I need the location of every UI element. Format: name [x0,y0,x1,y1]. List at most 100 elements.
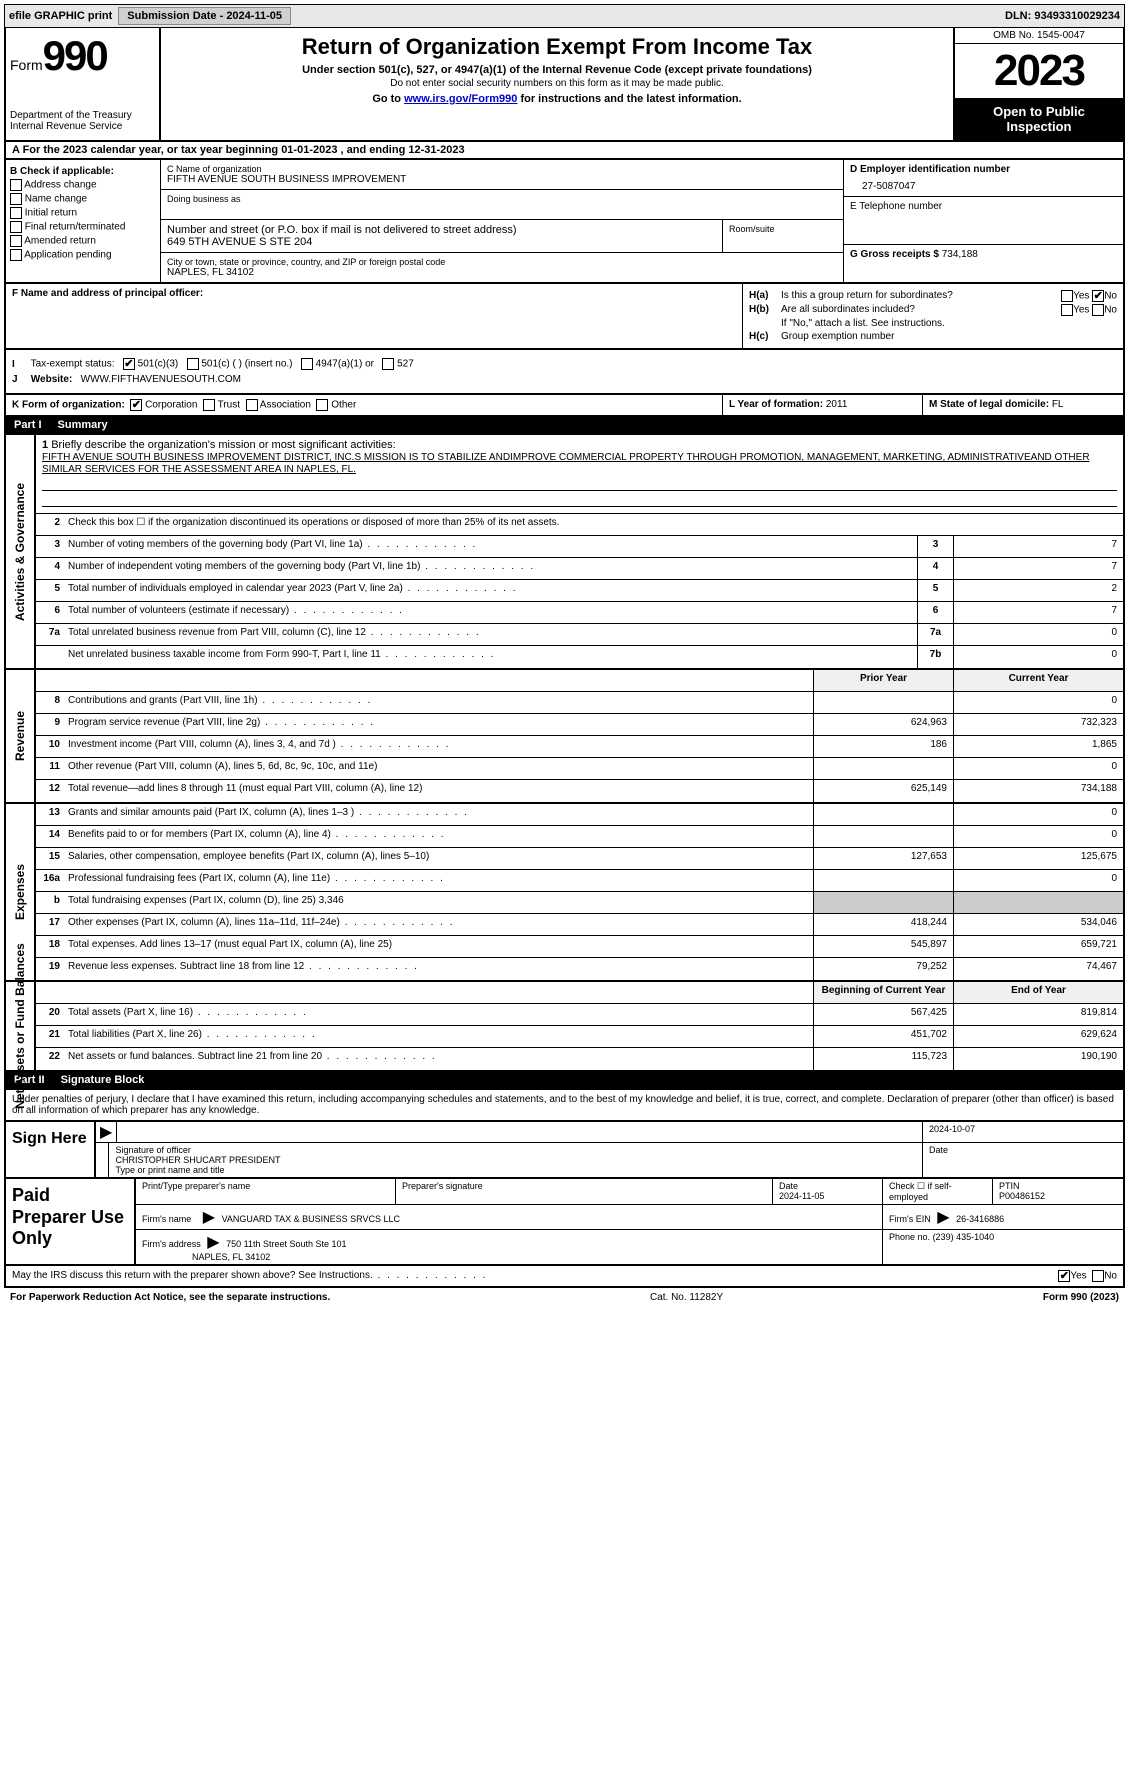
form-title: Return of Organization Exempt From Incom… [171,34,943,60]
addr-label: Number and street (or P.O. box if mail i… [167,224,716,236]
line6: Total number of volunteers (estimate if … [64,602,917,623]
sig-officer-label: Signature of officer [115,1145,916,1155]
check-self-employed[interactable]: Check ☐ if self-employed [883,1179,993,1204]
sign-here-label: Sign Here [6,1122,96,1177]
firm-city: NAPLES, FL 34102 [192,1252,270,1262]
activities-governance: Activities & Governance 1 Briefly descri… [4,435,1125,670]
chk-association[interactable] [246,399,258,411]
discuss-yes[interactable]: ✔Yes [1058,1270,1086,1282]
sig-date: 2024-10-07 [923,1122,1123,1142]
gross-label: G Gross receipts $ [850,249,939,260]
mission-label: Briefly describe the organization's miss… [51,439,395,451]
box-b-label: B Check if applicable: [10,166,156,177]
tax-year: 2023 [955,44,1123,98]
hb-text: Are all subordinates included? [781,304,1061,316]
hc-text: Group exemption number [781,331,1117,342]
sig-type-label: Type or print name and title [115,1165,916,1175]
mission-text: FIFTH AVENUE SOUTH BUSINESS IMPROVEMENT … [42,452,1090,475]
page-footer: For Paperwork Reduction Act Notice, see … [4,1288,1125,1307]
chk-corporation[interactable]: ✔ [130,399,142,411]
line11: Other revenue (Part VIII, column (A), li… [64,758,813,779]
prep-sig-label: Preparer's signature [396,1179,773,1204]
line8: Contributions and grants (Part VIII, lin… [64,692,813,713]
ha-yes[interactable]: Yes ✔No [1061,290,1117,302]
discuss-no[interactable]: No [1092,1270,1117,1282]
gross-value: 734,188 [942,249,978,260]
side-activities: Activities & Governance [13,482,27,620]
line19: Revenue less expenses. Subtract line 18 … [64,958,813,980]
prep-date: 2024-11-05 [779,1191,824,1201]
discuss-text: May the IRS discuss this return with the… [12,1270,1058,1282]
line17: Other expenses (Part IX, column (A), lin… [64,914,813,935]
form-number: Form990 [10,32,155,80]
form-subtitle: Under section 501(c), 527, or 4947(a)(1)… [171,64,943,76]
footer-left: For Paperwork Reduction Act Notice, see … [10,1292,330,1303]
line21: Total liabilities (Part X, line 26) [64,1026,813,1047]
chk-final-return[interactable]: Final return/terminated [10,221,156,233]
efile-label: efile GRAPHIC print [9,10,112,22]
line20: Total assets (Part X, line 16) [64,1004,813,1025]
website-value: WWW.FIFTHAVENUESOUTH.COM [81,374,241,385]
dln-label: DLN: 93493310029234 [1005,10,1120,22]
footer-right: Form 990 (2023) [1043,1292,1119,1303]
chk-trust[interactable] [203,399,215,411]
tel-label: E Telephone number [850,201,1117,212]
sign-here-block: Sign Here ▶ 2024-10-07 Signature of offi… [4,1122,1125,1179]
line13: Grants and similar amounts paid (Part IX… [64,804,813,825]
ein-value: 27-5087047 [850,175,1117,192]
block-ij: I Tax-exempt status: ✔ 501(c)(3) 501(c) … [4,350,1125,395]
line15: Salaries, other compensation, employee b… [64,848,813,869]
discuss-line: May the IRS discuss this return with the… [4,1266,1125,1288]
side-expenses: Expenses [13,864,27,920]
chk-501c3[interactable]: ✔ [123,358,135,370]
paid-preparer-block: Paid Preparer Use Only Print/Type prepar… [4,1179,1125,1266]
chk-amended-return[interactable]: Amended return [10,235,156,247]
goto-line: Go to www.irs.gov/Form990 for instructio… [171,93,943,105]
chk-address-change[interactable]: Address change [10,179,156,191]
line16a: Professional fundraising fees (Part IX, … [64,870,813,891]
chk-name-change[interactable]: Name change [10,193,156,205]
form-subtitle2: Do not enter social security numbers on … [171,78,943,89]
sig-intro: Under penalties of perjury, I declare th… [4,1090,1125,1122]
side-revenue: Revenue [13,711,27,761]
line4: Number of independent voting members of … [64,558,917,579]
line22: Net assets or fund balances. Subtract li… [64,1048,813,1070]
firm-name: VANGUARD TAX & BUSINESS SRVCS LLC [222,1214,400,1224]
addr-value: 649 5TH AVENUE S STE 204 [167,236,716,248]
chk-4947[interactable] [301,358,313,370]
chk-527[interactable] [382,358,394,370]
website-label: Website: [31,374,73,385]
chk-initial-return[interactable]: Initial return [10,207,156,219]
box-l-label: L Year of formation: [729,399,823,410]
form-header: Form990 Department of the Treasury Inter… [4,28,1125,142]
box-m-label: M State of legal domicile: [929,399,1049,410]
chk-application-pending[interactable]: Application pending [10,249,156,261]
chk-other[interactable] [316,399,328,411]
arrow-icon: ▶ [96,1122,117,1142]
state-domicile: FL [1052,399,1064,410]
irs-link[interactable]: www.irs.gov/Form990 [404,93,517,105]
side-netassets: Net Assets or Fund Balances [13,943,27,1109]
sig-officer-name: CHRISTOPHER SHUCART PRESIDENT [115,1155,916,1165]
firm-phone: (239) 435-1040 [933,1232,995,1242]
block-f: F Name and address of principal officer:… [4,284,1125,350]
hb-yes[interactable]: Yes No [1061,304,1117,316]
firm-ein: 26-3416886 [956,1214,1004,1224]
period-line: A For the 2023 calendar year, or tax yea… [4,142,1125,160]
chk-501c[interactable] [187,358,199,370]
submission-date-btn[interactable]: Submission Date - 2024-11-05 [118,7,291,25]
omb-label: OMB No. 1545-0047 [955,28,1123,44]
part2-header: Part II Signature Block [4,1072,1125,1090]
org-name: FIFTH AVENUE SOUTH BUSINESS IMPROVEMENT [167,174,837,185]
org-name-label: C Name of organization [167,164,837,174]
line16b: Total fundraising expenses (Part IX, col… [64,892,813,913]
ptin-value: P00486152 [999,1191,1045,1201]
date-label: Date [923,1143,1123,1177]
netassets-section: Net Assets or Fund Balances Beginning of… [4,982,1125,1072]
firm-addr: 750 11th Street South Ste 101 [226,1239,346,1249]
prep-name-label: Print/Type preparer's name [136,1179,396,1204]
open-inspection: Open to Public Inspection [955,98,1123,140]
line14: Benefits paid to or for members (Part IX… [64,826,813,847]
line10: Investment income (Part VIII, column (A)… [64,736,813,757]
ein-label: D Employer identification number [850,164,1117,175]
